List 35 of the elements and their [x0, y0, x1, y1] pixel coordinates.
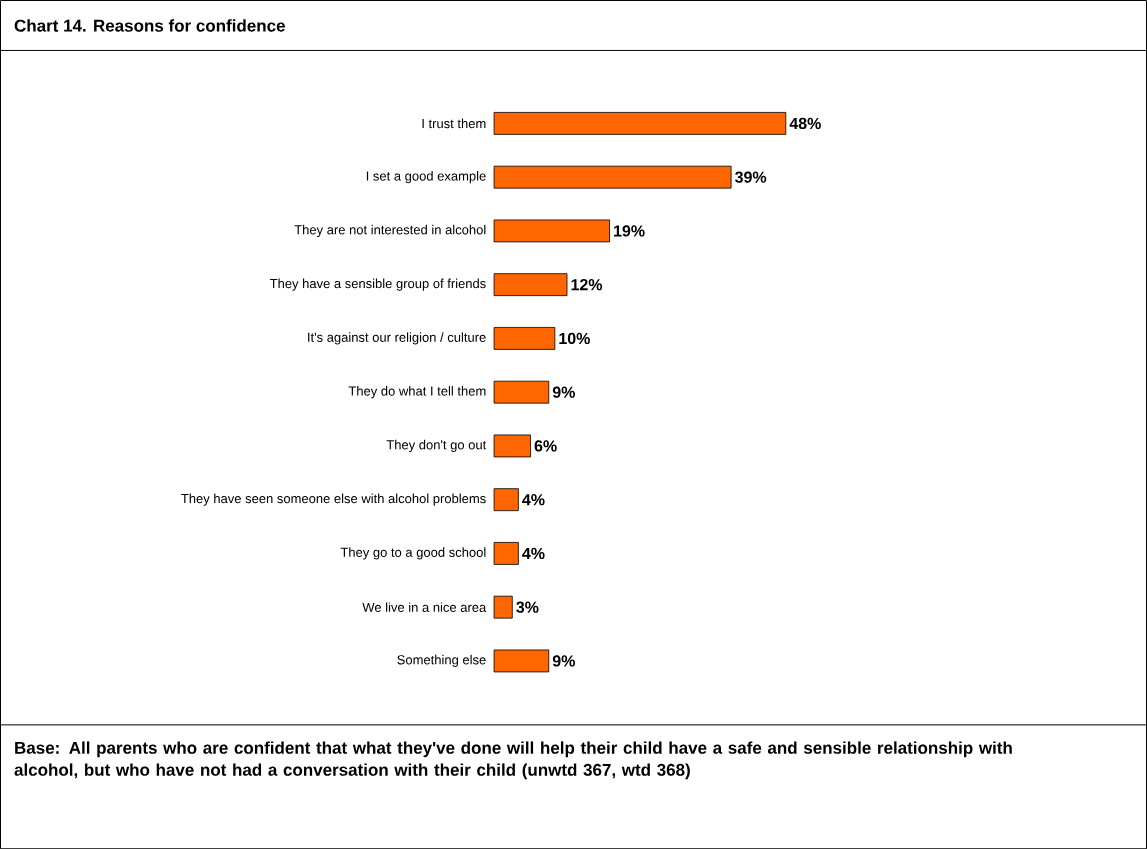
bar [493, 380, 550, 404]
data-label: 39% [735, 171, 767, 183]
data-label: 19% [614, 225, 645, 237]
y-tick-label: They do what I tell them [348, 385, 486, 399]
y-tick-label: We live in a nice area [362, 602, 487, 612]
data-label: 4% [522, 547, 545, 559]
data-label: 9% [552, 386, 575, 398]
text: Chart 14. Reasons for confidence [14, 19, 285, 32]
data-label: 3% [516, 601, 539, 613]
text: Base: All parents who are confident that what they've done will help their child have a safe and sensible relationship with alcohol, but who have not had a conversation with their child (unwtd 367, wtd 368) [14, 741, 1012, 780]
y-tick-label: I set a good example [366, 170, 486, 184]
data-label: 4% [522, 493, 545, 506]
bar [493, 273, 568, 296]
bar [493, 595, 513, 619]
y-tick-label: I trust them [422, 118, 486, 129]
data-label: 10% [559, 332, 590, 344]
bar [493, 649, 550, 673]
bar [493, 488, 519, 511]
data-label: 48% [789, 117, 821, 129]
bar [493, 541, 519, 565]
data-label: 6% [534, 440, 557, 452]
bar [493, 165, 732, 189]
y-tick-label: They have seen someone else with alcohol problems [181, 493, 486, 506]
bar [493, 111, 787, 135]
y-tick-label: They go to a good school [340, 547, 486, 560]
y-tick-label: They don't go out [386, 439, 487, 452]
y-tick-label: Something else [397, 654, 486, 667]
bar [493, 326, 556, 350]
y-tick-label: It's against our religion / culture [308, 332, 486, 345]
bar [493, 219, 610, 243]
data-label: 12% [571, 278, 603, 291]
y-tick-label: They are not interested in alcohol [294, 224, 486, 237]
y-tick-label: They have a sensible group of friends [269, 278, 486, 291]
data-label: 9% [552, 655, 575, 667]
bar [493, 434, 531, 458]
